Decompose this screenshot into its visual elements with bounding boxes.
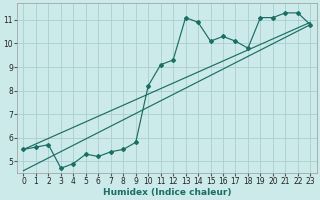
X-axis label: Humidex (Indice chaleur): Humidex (Indice chaleur) [103,188,231,197]
